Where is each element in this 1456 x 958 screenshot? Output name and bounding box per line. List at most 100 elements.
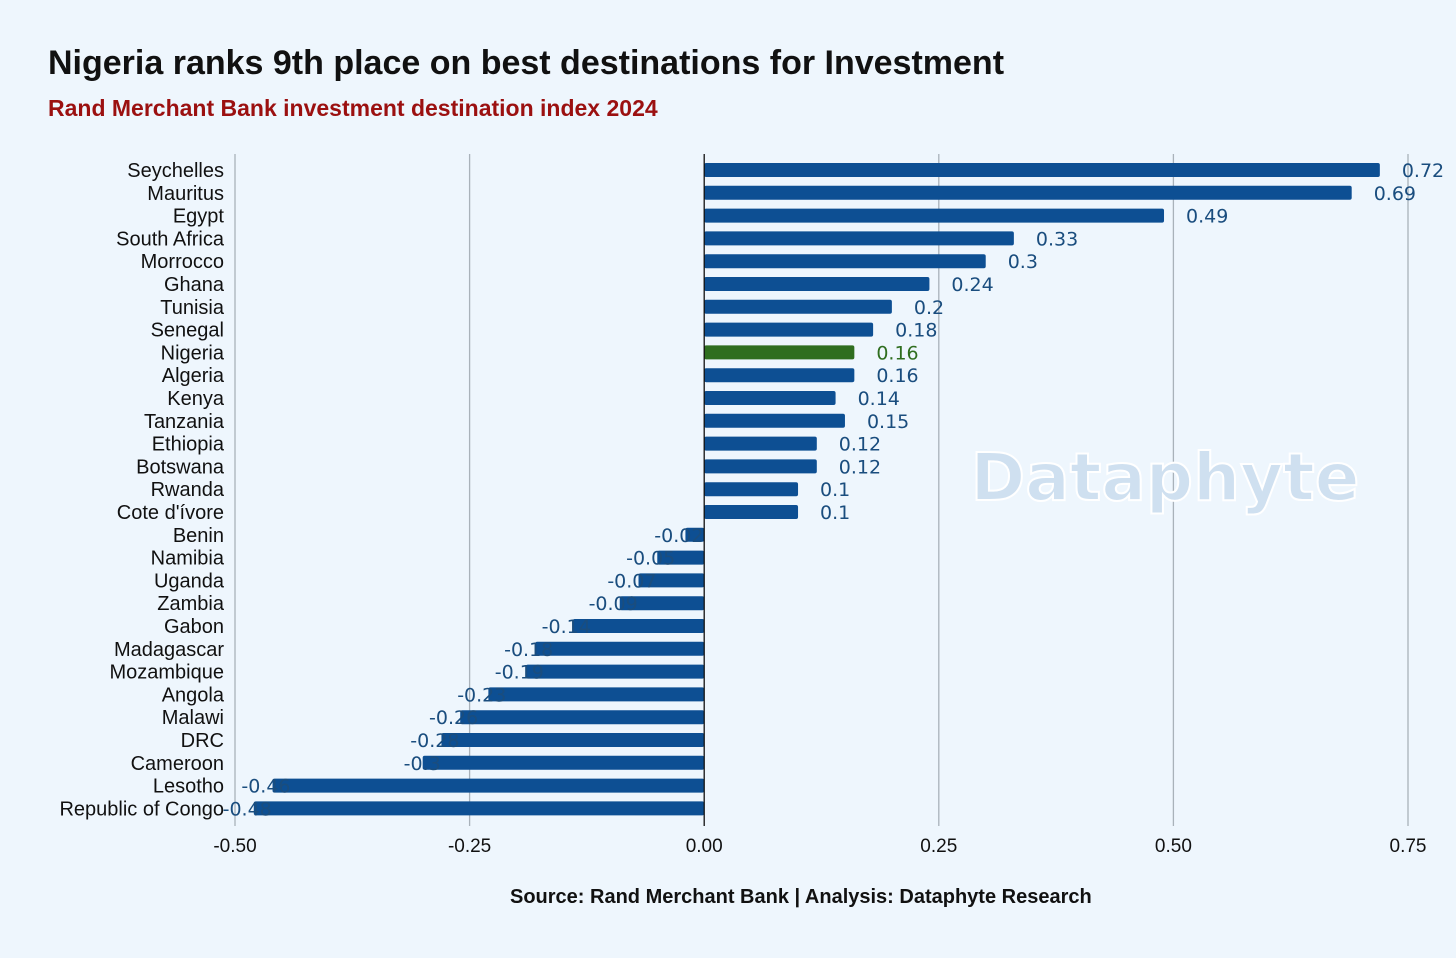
value-label: 0.69	[1374, 183, 1416, 205]
value-label: -0.09	[589, 593, 638, 615]
x-tick-label: 0.75	[1390, 836, 1427, 857]
bar	[619, 596, 705, 611]
category-label: Ethiopia	[152, 434, 225, 456]
bar	[460, 710, 705, 725]
category-label: Mozambique	[109, 662, 224, 684]
bar	[704, 482, 799, 497]
bar	[253, 801, 705, 816]
x-axis-ticks: -0.50 -0.25 0.00 0.25 0.50 0.75	[213, 836, 1426, 857]
category-label: Senegal	[151, 320, 224, 342]
bar	[704, 185, 1352, 200]
bar	[638, 573, 705, 588]
value-label: 0.72	[1402, 160, 1444, 182]
category-label: Angola	[162, 684, 225, 706]
category-label: Gabon	[164, 616, 224, 638]
category-label: Seychelles	[127, 160, 224, 182]
category-label: Cote d'ívore	[117, 502, 224, 524]
value-label: 0.33	[1036, 228, 1078, 250]
bar	[704, 345, 855, 360]
x-tick-label: -0.25	[448, 836, 491, 857]
bar	[572, 619, 705, 633]
category-label: Egypt	[173, 206, 225, 228]
value-label: -0.02	[654, 525, 703, 547]
category-label: Morrocco	[141, 251, 224, 273]
value-label: -0.23	[457, 684, 506, 706]
value-label: -0.07	[607, 570, 656, 592]
bar	[704, 436, 817, 451]
value-label: 0.1	[820, 479, 850, 501]
source-note: Source: Rand Merchant Bank | Analysis: D…	[510, 886, 1092, 908]
value-label: -0.19	[495, 662, 544, 684]
value-label: -0.3	[404, 753, 441, 775]
category-label: Madagascar	[114, 639, 224, 661]
category-label: Lesotho	[153, 776, 224, 798]
category-label: Malawi	[162, 707, 224, 729]
bar	[704, 368, 855, 383]
watermark-logo: Dataphyte	[971, 439, 1360, 516]
bars	[253, 163, 1380, 816]
value-label: 0.2	[914, 297, 944, 319]
category-label: Republic of Congo	[59, 798, 224, 820]
category-label: Zambia	[157, 593, 225, 615]
category-label: Rwanda	[151, 479, 225, 501]
category-label: Nigeria	[161, 342, 225, 364]
value-label: -0.26	[429, 707, 478, 729]
bar	[657, 550, 705, 565]
value-label: -0.48	[223, 798, 272, 820]
value-label: 0.12	[839, 434, 881, 456]
bar	[685, 527, 705, 542]
category-label: Ghana	[164, 274, 225, 296]
category-label: Mauritus	[147, 183, 224, 205]
bar	[704, 413, 845, 428]
bar	[704, 391, 836, 405]
category-label: DRC	[181, 730, 224, 752]
bar	[704, 163, 1380, 177]
category-label: Benin	[173, 525, 224, 547]
value-label: 0.15	[867, 411, 909, 433]
value-label: 0.14	[858, 388, 900, 410]
category-label: Tanzania	[144, 411, 225, 433]
bar	[488, 687, 705, 702]
bar	[535, 641, 705, 656]
value-label: 0.16	[876, 342, 918, 364]
value-label: 0.18	[895, 320, 937, 342]
category-label: Cameroon	[131, 753, 224, 775]
value-label: 0.49	[1186, 206, 1228, 228]
x-tick-label: 0.50	[1155, 836, 1192, 857]
bar	[704, 254, 986, 269]
x-tick-label: 0.25	[920, 836, 957, 857]
value-labels: 0.720.690.490.330.30.240.20.180.160.160.…	[223, 160, 1445, 820]
x-tick-label: 0.00	[686, 836, 723, 857]
bar	[704, 322, 874, 337]
value-label: 0.1	[820, 502, 850, 524]
category-label: Tunisia	[160, 297, 225, 319]
category-label: Namibia	[151, 548, 225, 570]
chart-title: Nigeria ranks 9th place on best destinat…	[48, 44, 1005, 82]
value-label: 0.3	[1008, 251, 1038, 273]
value-label: 0.16	[876, 365, 918, 387]
category-label: Kenya	[167, 388, 225, 410]
bar	[422, 755, 705, 770]
bar	[704, 299, 892, 314]
category-label: Uganda	[154, 570, 225, 592]
bar	[704, 231, 1014, 246]
value-label: -0.28	[410, 730, 459, 752]
bar	[272, 778, 705, 793]
value-label: -0.05	[626, 548, 675, 570]
category-label: South Africa	[116, 228, 225, 250]
value-label: -0.14	[542, 616, 591, 638]
bar	[704, 208, 1165, 223]
bar	[441, 733, 705, 747]
category-label: Algeria	[162, 365, 225, 387]
x-tick-label: -0.50	[213, 836, 256, 857]
value-label: -0.18	[504, 639, 553, 661]
bar	[704, 505, 799, 519]
value-label: 0.24	[951, 274, 993, 296]
chart-subtitle: Rand Merchant Bank investment destinatio…	[48, 95, 658, 121]
value-label: -0.46	[241, 776, 290, 798]
bar	[704, 459, 817, 474]
value-label: 0.12	[839, 456, 881, 478]
bar	[525, 664, 705, 679]
